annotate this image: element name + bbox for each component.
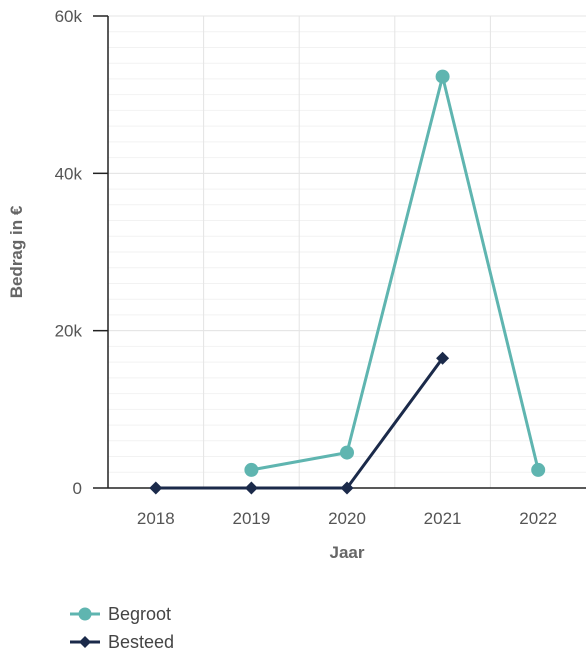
- y-tick-label: 60k: [55, 7, 83, 26]
- x-tick-label: 2021: [424, 509, 462, 528]
- point-begroot: [244, 462, 259, 477]
- y-axis-title: Bedrag in €: [7, 205, 26, 298]
- circle-marker-icon: [70, 607, 100, 621]
- series-line-besteed: [155, 357, 444, 490]
- diamond-marker-icon: [70, 636, 100, 648]
- axes: 0 20k 40k 60k 2018 2019 2020 2021 2022: [55, 7, 586, 528]
- point-besteed: [244, 481, 258, 495]
- point-begroot: [435, 69, 450, 84]
- x-tick-label: 2022: [519, 509, 557, 528]
- series-line-begroot: [251, 75, 540, 472]
- y-tick-label: 20k: [55, 322, 83, 341]
- x-tick-label: 2018: [137, 509, 175, 528]
- point-besteed: [436, 351, 450, 365]
- point-begroot: [340, 445, 354, 460]
- point-begroot: [531, 462, 546, 477]
- legend-label: Besteed: [108, 631, 175, 652]
- x-tick-label: 2019: [232, 509, 270, 528]
- series-layer: [149, 69, 546, 495]
- legend-item-besteed[interactable]: Besteed: [70, 628, 174, 656]
- legend-item-begroot[interactable]: Begroot: [70, 600, 174, 628]
- y-tick-label: 40k: [55, 164, 83, 183]
- x-tick-label: 2020: [328, 509, 366, 528]
- x-axis-title: Jaar: [330, 543, 365, 562]
- point-besteed: [149, 481, 163, 495]
- legend: Begroot Besteed: [70, 600, 174, 656]
- y-tick-label: 0: [73, 479, 82, 498]
- legend-label: Begroot: [108, 603, 172, 624]
- line-chart: 0 20k 40k 60k 2018 2019 2020 2021 2022 Jaar Bedr…: [7, 7, 586, 562]
- point-besteed: [340, 481, 354, 495]
- grid: [108, 15, 586, 488]
